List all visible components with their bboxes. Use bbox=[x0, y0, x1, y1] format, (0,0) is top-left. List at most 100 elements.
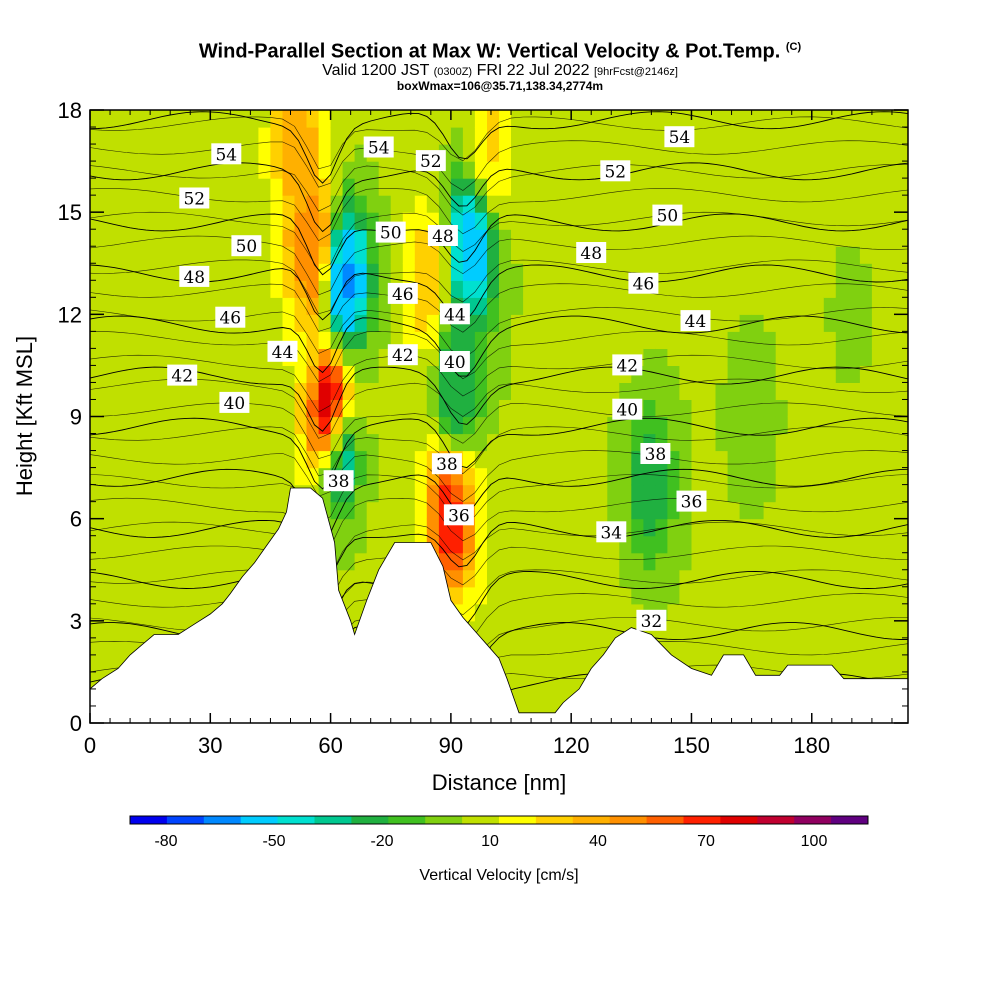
field-cell bbox=[823, 433, 837, 452]
field-cell bbox=[631, 144, 644, 162]
field-cell bbox=[450, 569, 464, 588]
field-cell bbox=[523, 161, 536, 179]
field-cell bbox=[559, 603, 572, 622]
contour-label: 38 bbox=[431, 453, 462, 475]
field-cell bbox=[462, 161, 476, 179]
field-cell bbox=[559, 416, 572, 435]
contour-label: 42 bbox=[167, 364, 198, 387]
field-cell bbox=[787, 246, 801, 264]
field-cell bbox=[138, 450, 151, 469]
field-cell bbox=[246, 484, 259, 503]
field-cell bbox=[631, 331, 644, 349]
field-cell bbox=[835, 348, 849, 366]
field-cell bbox=[198, 501, 211, 520]
field-cell bbox=[799, 416, 813, 435]
field-cell bbox=[751, 484, 765, 503]
field-cell bbox=[198, 212, 211, 230]
field-cell bbox=[559, 535, 572, 554]
field-cell bbox=[102, 450, 115, 469]
field-cell bbox=[318, 433, 332, 452]
field-cell bbox=[102, 382, 115, 400]
field-cell bbox=[487, 144, 500, 162]
field-cell bbox=[499, 620, 512, 639]
field-cell bbox=[378, 433, 392, 452]
field-cell bbox=[198, 382, 211, 400]
field-cell bbox=[583, 212, 596, 230]
field-cell bbox=[655, 297, 668, 315]
field-cell bbox=[162, 586, 175, 605]
field-cell bbox=[499, 348, 512, 366]
field-cell bbox=[426, 110, 440, 128]
field-cell bbox=[823, 161, 837, 179]
theta-contour-line bbox=[90, 331, 908, 383]
field-cell bbox=[222, 450, 235, 469]
field-cell bbox=[811, 161, 825, 179]
field-cell bbox=[835, 365, 849, 383]
contour-label-bg bbox=[211, 143, 242, 165]
contour-label-text: 50 bbox=[236, 237, 258, 257]
field-cell bbox=[871, 654, 885, 673]
field-cell bbox=[775, 246, 789, 264]
field-cell bbox=[751, 280, 765, 298]
field-cell bbox=[871, 620, 885, 639]
field-cell bbox=[402, 416, 416, 435]
field-cell bbox=[378, 450, 392, 469]
field-cell bbox=[571, 178, 584, 196]
field-cell bbox=[739, 195, 753, 213]
field-cell bbox=[174, 603, 187, 622]
field-cell bbox=[655, 467, 668, 486]
field-cell bbox=[126, 195, 139, 213]
field-cell bbox=[775, 263, 789, 281]
theta-contour-line bbox=[90, 111, 908, 184]
field-cell bbox=[583, 467, 596, 486]
field-cell bbox=[571, 314, 584, 332]
field-cell bbox=[583, 314, 596, 332]
field-cell bbox=[511, 535, 524, 554]
field-cell bbox=[871, 399, 885, 418]
field-cell bbox=[535, 603, 548, 622]
field-cell bbox=[799, 110, 813, 128]
field-cell bbox=[210, 178, 223, 196]
field-cell bbox=[102, 552, 115, 571]
field-cell bbox=[859, 552, 873, 571]
field-cell bbox=[775, 178, 789, 196]
field-cell bbox=[318, 110, 332, 128]
field-cell bbox=[847, 127, 861, 145]
contour-label-bg bbox=[267, 340, 298, 362]
field-cell bbox=[366, 467, 380, 486]
field-cell bbox=[883, 552, 897, 571]
field-cell bbox=[703, 280, 717, 298]
field-cell bbox=[126, 382, 139, 400]
field-cell bbox=[378, 484, 392, 503]
field-cell bbox=[896, 552, 908, 571]
field-cell bbox=[667, 433, 680, 452]
field-cell bbox=[138, 586, 151, 605]
field-cell bbox=[871, 501, 885, 520]
field-cell bbox=[763, 416, 777, 435]
field-cell bbox=[270, 144, 283, 162]
field-cell bbox=[811, 212, 825, 230]
field-cell bbox=[607, 331, 620, 349]
field-cell bbox=[739, 314, 753, 332]
field-cell bbox=[571, 518, 584, 537]
field-cell bbox=[258, 144, 271, 162]
field-cell bbox=[222, 263, 235, 281]
x-tick-label: 0 bbox=[84, 733, 96, 758]
field-cell bbox=[787, 569, 801, 588]
field-cell bbox=[739, 144, 753, 162]
field-cell bbox=[691, 569, 705, 588]
field-cell bbox=[499, 246, 512, 264]
field-cell bbox=[811, 365, 825, 383]
field-cell bbox=[847, 246, 861, 264]
field-cell bbox=[835, 416, 849, 435]
field-cell bbox=[390, 178, 404, 196]
colorbar-swatch bbox=[794, 816, 832, 824]
field-cell bbox=[246, 314, 259, 332]
field-cell bbox=[751, 603, 765, 622]
field-cell bbox=[751, 654, 765, 673]
field-cell bbox=[499, 110, 512, 128]
field-cell bbox=[763, 195, 777, 213]
field-cell bbox=[883, 467, 897, 486]
field-cell bbox=[258, 280, 271, 298]
field-cell bbox=[354, 348, 368, 366]
